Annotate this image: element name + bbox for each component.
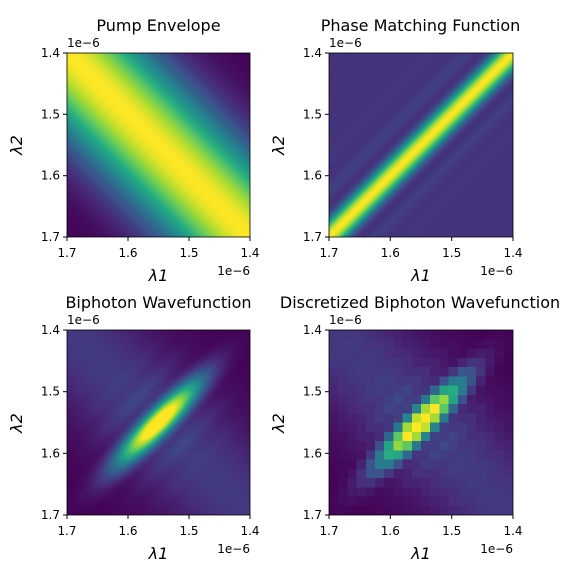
y-tick-label: 1.4 (41, 323, 60, 337)
panel-title: Biphoton Wavefunction (65, 293, 251, 312)
x-tick-label: 1.5 (179, 524, 198, 538)
axes-frame (328, 52, 514, 238)
x-tick-label: 1.7 (57, 524, 76, 538)
y-tick-label: 1.4 (303, 46, 322, 60)
y-tick-label: 1.5 (41, 107, 60, 121)
panel-title: Discretized Biphoton Wavefunction (280, 293, 560, 312)
y-offset-label: 1e−6 (329, 313, 362, 327)
x-tick-label: 1.5 (179, 246, 198, 260)
heatmap-area (329, 53, 513, 237)
x-axis-label: λ1 (410, 544, 431, 563)
y-tick-label: 1.7 (41, 230, 60, 244)
x-tick-label: 1.5 (442, 246, 461, 260)
y-axis: 1.4 1.5 1.6 1.7 (41, 46, 67, 244)
panel-title: Pump Envelope (96, 16, 220, 35)
y-tick-label: 1.6 (303, 446, 322, 460)
x-tick-label: 1.4 (503, 524, 522, 538)
y-tick-label: 1.7 (303, 230, 322, 244)
x-tick-label: 1.6 (381, 524, 400, 538)
y-axis: 1.4 1.5 1.6 1.7 (303, 323, 329, 522)
y-axis-label: λ2 (269, 413, 288, 434)
y-axis: 1.4 1.5 1.6 1.7 (303, 46, 329, 244)
x-tick-label: 1.5 (442, 524, 461, 538)
axes-frame (328, 329, 514, 516)
x-axis: 1.7 1.6 1.5 1.4 (319, 515, 523, 538)
panel-phase-matching: Phase Matching Function 1e−6 1.4 1.5 1.6… (269, 16, 523, 285)
y-offset-label: 1e−6 (329, 36, 362, 50)
x-tick-label: 1.4 (503, 246, 522, 260)
axes-frame (66, 329, 251, 516)
x-offset-label: 1e−6 (480, 264, 513, 278)
y-axis-label: λ2 (269, 135, 288, 156)
panel-biphoton-wavefunction: Biphoton Wavefunction 1e−6 1.4 1.5 1.6 1… (7, 293, 260, 563)
heatmap-image (67, 330, 250, 515)
panel-title: Phase Matching Function (321, 16, 521, 35)
x-tick-label: 1.6 (118, 524, 137, 538)
x-offset-label: 1e−6 (217, 542, 250, 556)
x-axis-label: λ1 (148, 544, 169, 563)
heatmap-area (67, 330, 250, 515)
y-axis-label: λ2 (7, 135, 26, 156)
y-offset-label: 1e−6 (67, 313, 100, 327)
x-offset-label: 1e−6 (217, 264, 250, 278)
panel-pump-envelope: Pump Envelope 1e−6 1.4 1.5 1.6 1.7 1.7 1… (7, 16, 260, 285)
y-tick-label: 1.6 (303, 169, 322, 183)
x-axis: 1.7 1.6 1.5 1.4 (319, 237, 523, 260)
y-tick-label: 1.6 (41, 169, 60, 183)
heatmap-image (329, 330, 513, 515)
y-tick-label: 1.5 (303, 385, 322, 399)
y-tick-label: 1.4 (41, 46, 60, 60)
x-tick-label: 1.7 (319, 524, 338, 538)
panel-discretized-biphoton: Discretized Biphoton Wavefunction 1e−6 1… (269, 293, 560, 563)
x-offset-label: 1e−6 (480, 542, 513, 556)
x-axis: 1.7 1.6 1.5 1.4 (57, 237, 260, 260)
heatmap-image (329, 53, 513, 237)
y-tick-label: 1.7 (303, 508, 322, 522)
y-tick-label: 1.7 (41, 508, 60, 522)
x-tick-label: 1.7 (57, 246, 76, 260)
y-axis-label: λ2 (7, 413, 26, 434)
y-tick-label: 1.5 (41, 385, 60, 399)
x-tick-label: 1.6 (118, 246, 137, 260)
x-axis: 1.7 1.6 1.5 1.4 (57, 515, 260, 538)
heatmap-area (329, 330, 513, 515)
heatmap-image (67, 53, 250, 237)
x-tick-label: 1.4 (240, 246, 259, 260)
x-tick-label: 1.4 (240, 524, 259, 538)
x-axis-label: λ1 (148, 266, 169, 285)
x-tick-label: 1.7 (319, 246, 338, 260)
y-offset-label: 1e−6 (67, 36, 100, 50)
y-tick-label: 1.5 (303, 107, 322, 121)
y-axis: 1.4 1.5 1.6 1.7 (41, 323, 67, 522)
heatmap-area (67, 53, 250, 237)
y-tick-label: 1.4 (303, 323, 322, 337)
x-axis-label: λ1 (410, 266, 431, 285)
x-tick-label: 1.6 (381, 246, 400, 260)
y-tick-label: 1.6 (41, 446, 60, 460)
axes-frame (66, 52, 251, 238)
